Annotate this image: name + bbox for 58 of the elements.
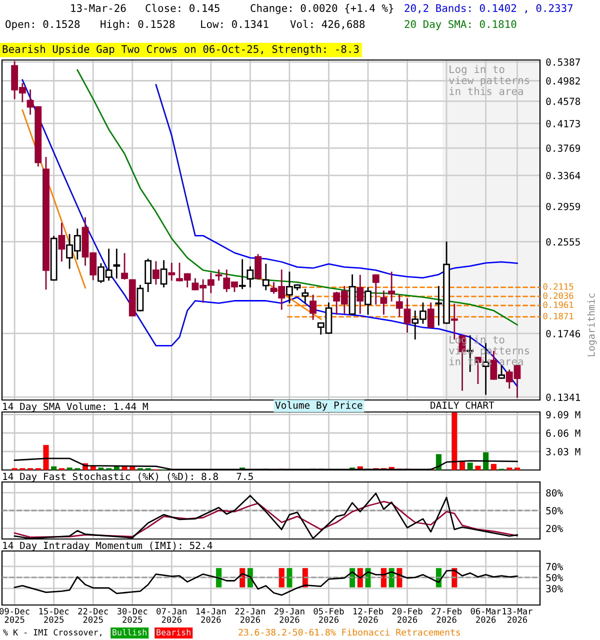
y-tick-label: 0.2555 [546, 238, 580, 246]
ref-line-label: 0.1961 [543, 302, 574, 308]
text: Vol: 426,688 [290, 20, 365, 30]
y-tick-label: 0.4982 [546, 77, 580, 85]
y-tick-label: 0.3769 [546, 144, 580, 152]
y-tick-label: 50% [546, 574, 563, 582]
text: Bearish Upside Gap Two Crows on 06-Oct-25, Strength: -8.3 [2, 44, 359, 56]
y-tick-label: 80% [546, 489, 563, 497]
text: 20,2 Bands: 0.1402 , 0.2337 [404, 4, 573, 14]
text: Low: 0.1341 [201, 20, 268, 28]
x-tick-label: 09-Dec 2025 [0, 608, 30, 623]
x-tick-label: 12-Feb 2026 [353, 608, 384, 623]
y-tick-label: 9.09 M [546, 411, 580, 418]
text: Volume By Price [275, 401, 362, 411]
x-tick-label: 13-Mar 2026 [502, 608, 532, 623]
x-tick-label: 07-Jan 2026 [156, 608, 186, 623]
y-tick-label: 3.03 M [546, 448, 580, 456]
y-tick-label: 0.5387 [546, 58, 580, 66]
text: % K - IMI Crossover, [3, 629, 102, 636]
y-tick-label: 0.1341 [546, 394, 580, 401]
ref-line-label: 0.1871 [543, 312, 574, 320]
y-tick-label: 70% [546, 562, 563, 570]
x-tick-label: 15-Dec 2025 [39, 608, 69, 623]
x-tick-label: 29-Jan 2026 [274, 608, 304, 623]
y-tick-label: 0.1746 [546, 330, 580, 338]
ref-line-label: 0.2115 [543, 283, 574, 290]
x-tick-label: 14-Jan 2026 [196, 608, 226, 623]
text: DAILY CHART [430, 401, 494, 409]
text: Open: 0.1528 [6, 20, 80, 30]
y-tick-label: 0.4173 [546, 120, 580, 128]
annotation: Log in to view patterns in this area [449, 65, 530, 96]
text: 20 Day SMA: 0.1810 [404, 20, 516, 30]
x-tick-label: 30-Dec 2025 [117, 608, 148, 623]
text: Close: 0.145 [146, 4, 220, 12]
y-tick-label: 0.2959 [546, 202, 580, 210]
x-tick-label: 06-Mar 2026 [470, 608, 502, 623]
chart-title: 14 Day Intraday Momentum (IMI): 52.4 [3, 542, 212, 551]
chart-title: 14 Day Fast Stochastic (%K) (%D): 8.8 7.5 [3, 472, 253, 482]
y-axis-title: Logarithmic [587, 294, 597, 356]
text: Change: 0.0020 {+1.4 %} [250, 4, 394, 14]
y-tick-label: 0.3364 [546, 172, 580, 180]
x-tick-label: 05-Feb 2026 [314, 608, 344, 623]
x-tick-label: 22-Jan 2026 [235, 608, 265, 623]
text: Bearish [156, 628, 190, 636]
y-tick-label: 6.06 M [546, 430, 580, 437]
text: 13-Mar-26 [71, 4, 126, 12]
y-tick-label: 20% [546, 524, 563, 532]
y-tick-label: 30% [546, 584, 563, 592]
x-tick-label: 20-Feb 2026 [392, 608, 422, 623]
y-tick-label: 0.4578 [546, 98, 580, 105]
text: Bullish [112, 628, 146, 636]
chart-title: 14 Day SMA Volume: 1.44 M [3, 402, 148, 412]
ref-line-label: 0.2036 [543, 292, 574, 299]
x-tick-label: 27-Feb 2026 [432, 608, 462, 623]
y-tick-label: 50% [546, 507, 563, 514]
text: 23.6-38.2-50-61.8% Fibonacci Retracements [238, 628, 460, 636]
x-tick-label: 22-Dec 2025 [78, 608, 108, 623]
text: High: 0.1528 [100, 20, 175, 30]
